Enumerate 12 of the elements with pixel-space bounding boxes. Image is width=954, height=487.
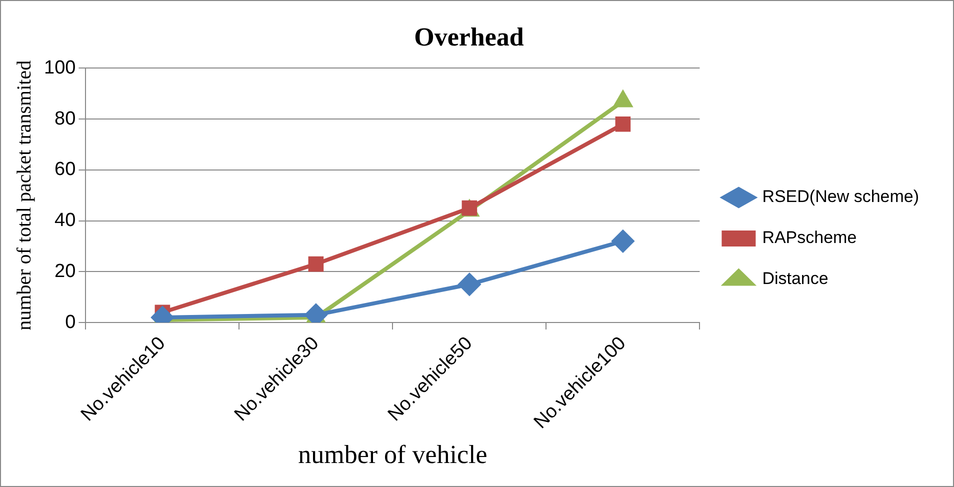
legend-label: RAPscheme	[762, 228, 857, 248]
y-tick-label: 20	[54, 260, 76, 282]
chart-title: Overhead	[414, 22, 524, 52]
y-tick-label: 0	[65, 312, 76, 333]
y-axis-title: number of total packet transmited	[13, 60, 36, 330]
y-tick-label: 40	[54, 210, 76, 232]
x-axis-title: number of vehicle	[298, 440, 488, 470]
legend-label: Distance	[762, 269, 828, 288]
y-tick-label: 80	[54, 108, 76, 130]
y-tick-label: 100	[44, 57, 76, 78]
y-tick-label: 60	[54, 159, 76, 180]
legend-label: RSED(New scheme)	[762, 187, 919, 206]
